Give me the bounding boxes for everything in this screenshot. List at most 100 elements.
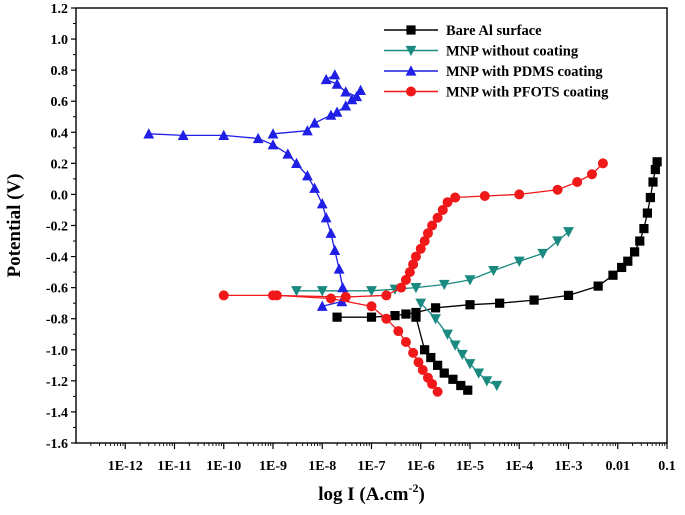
marker-circle <box>597 158 608 169</box>
marker-circle <box>422 228 433 239</box>
marker-circle <box>514 189 525 200</box>
marker-triangle-down <box>552 236 563 247</box>
marker-triangle-down <box>449 340 461 351</box>
marker-square <box>630 247 640 257</box>
x-tick-label: 1E-3 <box>555 459 583 474</box>
marker-square <box>635 236 645 246</box>
marker-circle <box>366 301 377 312</box>
marker-triangle-up <box>309 182 321 193</box>
marker-triangle-up <box>355 84 366 95</box>
marker-square <box>563 290 574 301</box>
marker-triangle-up <box>302 125 313 136</box>
marker-triangle-down <box>513 256 525 267</box>
marker-circle <box>408 259 419 270</box>
marker-triangle-up <box>325 109 337 120</box>
marker-circle <box>442 197 453 208</box>
marker-triangle-down <box>488 265 499 277</box>
plot-frame <box>75 7 668 444</box>
marker-triangle-up <box>331 106 343 117</box>
marker-triangle-down <box>430 314 441 325</box>
series-3 <box>218 158 608 397</box>
legend: Bare Al surface MNP without coating MNP wi… <box>384 23 609 101</box>
x-tick-label: 1E-4 <box>505 459 533 474</box>
marker-triangle-down <box>405 45 417 57</box>
y-tick-label: 0.2 <box>51 157 69 172</box>
marker-square <box>439 368 449 378</box>
y-tick-label: 0.6 <box>51 95 69 110</box>
marker-square <box>593 281 603 291</box>
legend-label: MNP with PDMS coating <box>446 64 603 80</box>
marker-square <box>420 345 430 355</box>
marker-triangle-up <box>337 282 349 293</box>
marker-circle <box>406 86 416 97</box>
y-tick-label: 0.0 <box>51 188 69 203</box>
marker-square <box>406 25 416 35</box>
marker-square <box>642 208 653 218</box>
marker-square <box>411 307 421 318</box>
legend-label: Bare Al surface <box>446 23 542 39</box>
y-axis-title: Potential (V) <box>4 174 25 278</box>
y-tick-label: -1.4 <box>46 406 68 421</box>
x-axis-title-main: log I (A.cm <box>318 484 408 505</box>
marker-triangle-up <box>325 227 337 238</box>
marker-circle <box>419 236 430 247</box>
marker-square <box>332 312 342 322</box>
marker-triangle-up <box>320 73 332 85</box>
marker-circle <box>437 204 448 215</box>
marker-circle <box>479 190 490 201</box>
marker-circle <box>400 337 411 348</box>
x-tick-label: 0.1 <box>658 459 676 474</box>
marker-circle <box>427 220 438 231</box>
marker-circle <box>268 290 278 301</box>
marker-circle <box>413 357 424 368</box>
marker-square <box>390 311 400 321</box>
marker-square <box>639 224 649 234</box>
marker-square <box>448 374 458 384</box>
marker-triangle-up <box>267 139 279 150</box>
x-tick-label: 1E-9 <box>259 459 287 474</box>
marker-circle <box>417 364 428 375</box>
x-tick-label: 1E-12 <box>108 459 143 474</box>
marker-circle <box>408 347 419 358</box>
marker-triangle-down <box>442 329 453 340</box>
marker-triangle-down <box>316 286 328 297</box>
marker-triangle-up <box>329 244 341 255</box>
anodic-branch-line <box>337 161 658 318</box>
marker-triangle-down <box>481 376 493 387</box>
marker-square <box>456 380 466 391</box>
marker-circle <box>218 290 229 301</box>
x-tick-label: 1E-8 <box>308 459 336 474</box>
marker-square <box>463 385 473 395</box>
marker-circle <box>410 251 421 262</box>
marker-square <box>430 303 441 313</box>
marker-circle <box>586 169 597 180</box>
marker-triangle-up <box>302 170 313 181</box>
marker-triangle-up <box>291 157 302 168</box>
marker-triangle-down <box>415 298 427 309</box>
legend-entry-3: MNP with PFOTS coating <box>384 85 609 101</box>
marker-square <box>623 256 633 266</box>
y-tick-label: 1.0 <box>51 33 69 48</box>
marker-triangle-down <box>291 286 302 297</box>
legend-entry-2: MNP with PDMS coating <box>384 64 603 80</box>
marker-circle <box>415 243 426 254</box>
marker-triangle-down <box>473 368 485 379</box>
marker-triangle-down <box>537 248 549 260</box>
series-2 <box>143 69 366 311</box>
marker-circle <box>432 212 443 223</box>
marker-triangle-up <box>333 263 345 274</box>
x-tick-label: 1E-5 <box>456 459 484 474</box>
marker-circle <box>572 177 583 187</box>
marker-square <box>608 270 618 280</box>
y-tick-label: -0.8 <box>46 313 68 328</box>
y-tick-label: -0.2 <box>46 220 68 235</box>
marker-square <box>433 360 443 370</box>
x-tick-label: 1E-10 <box>206 459 241 474</box>
marker-circle <box>427 378 438 389</box>
marker-triangle-up <box>405 65 417 76</box>
x-tick-label: 1E-7 <box>358 459 386 474</box>
marker-triangle-down <box>464 359 476 370</box>
legend-entry-1: MNP without coating <box>384 44 579 60</box>
marker-circle <box>450 192 461 203</box>
marker-triangle-down <box>456 349 468 361</box>
